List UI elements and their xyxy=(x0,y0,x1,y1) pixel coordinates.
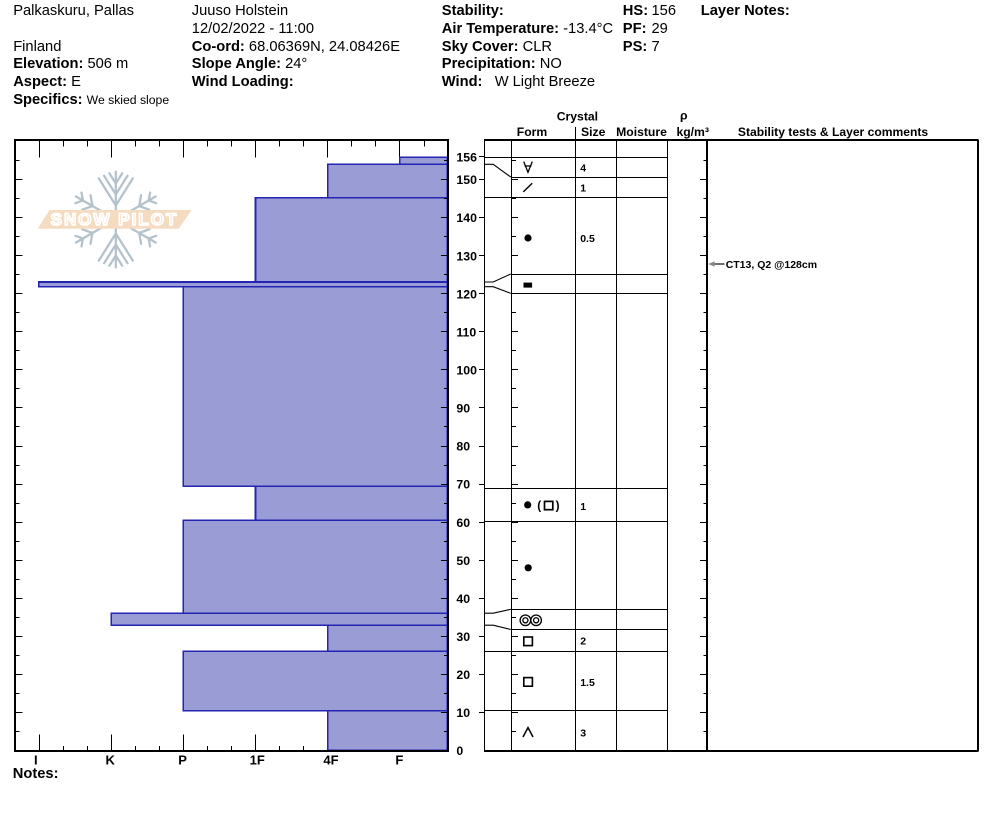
svg-text:30: 30 xyxy=(456,630,470,644)
svg-text:100: 100 xyxy=(456,364,477,378)
svg-text:Stability tests & Layer commen: Stability tests & Layer comments xyxy=(738,125,928,139)
svg-text:80: 80 xyxy=(456,440,470,454)
svg-text:1F: 1F xyxy=(250,753,265,768)
svg-text:(: ( xyxy=(537,498,541,512)
svg-text:2: 2 xyxy=(580,636,586,648)
svg-text:20: 20 xyxy=(456,668,470,682)
svg-text:Size: Size xyxy=(581,125,606,139)
svg-text:140: 140 xyxy=(456,211,477,225)
svg-text:10: 10 xyxy=(456,706,470,720)
svg-text:I: I xyxy=(34,753,38,768)
svg-text:F: F xyxy=(395,753,403,768)
svg-text:1: 1 xyxy=(580,501,586,513)
svg-text:kg/m³: kg/m³ xyxy=(676,125,709,139)
svg-text:130: 130 xyxy=(456,249,477,263)
svg-text:CT13, Q2 @128cm: CT13, Q2 @128cm xyxy=(726,259,817,271)
svg-text:150: 150 xyxy=(456,173,477,187)
svg-text:Form: Form xyxy=(517,125,548,139)
svg-text:P: P xyxy=(178,753,187,768)
svg-text:Crystal: Crystal xyxy=(557,109,598,123)
svg-text:3: 3 xyxy=(580,728,586,740)
svg-text:110: 110 xyxy=(456,325,476,339)
svg-text:90: 90 xyxy=(456,402,470,416)
svg-text:0: 0 xyxy=(456,744,463,758)
svg-text:SNOW PILOT: SNOW PILOT xyxy=(51,210,179,229)
svg-text:0.5: 0.5 xyxy=(580,233,595,245)
svg-text:156: 156 xyxy=(456,150,477,164)
svg-text:Moisture: Moisture xyxy=(616,125,667,139)
svg-text:40: 40 xyxy=(456,592,470,606)
svg-text:4F: 4F xyxy=(323,753,338,768)
svg-text:50: 50 xyxy=(456,554,470,568)
svg-text:1: 1 xyxy=(580,183,586,195)
svg-text:K: K xyxy=(106,753,116,768)
svg-text:): ) xyxy=(556,498,560,512)
svg-text:ρ: ρ xyxy=(680,108,688,122)
svg-text:120: 120 xyxy=(456,287,477,301)
svg-text:70: 70 xyxy=(456,478,470,492)
svg-text:60: 60 xyxy=(456,516,470,530)
svg-text:1.5: 1.5 xyxy=(580,677,595,689)
svg-text:4: 4 xyxy=(580,162,586,174)
